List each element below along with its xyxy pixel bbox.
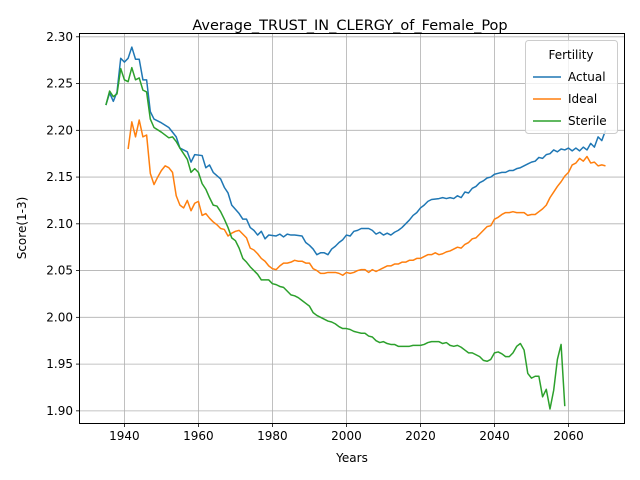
y-axis: 1.90 1.95 2.00 2.05 2.10 2.15 2.20 2.25 2.30: [46, 30, 80, 418]
grid: [80, 34, 624, 423]
x-tick-label: 1980: [257, 429, 288, 443]
legend-label-ideal: Ideal: [568, 92, 597, 106]
y-tick-label: 1.95: [46, 357, 73, 371]
chart-title: Average_TRUST_IN_CLERGY_of_Female_Pop: [192, 18, 507, 34]
y-tick-label: 2.15: [46, 170, 73, 184]
x-tick-label: 2040: [479, 429, 510, 443]
series-line-ideal: [127, 119, 606, 276]
legend: Fertility Actual Ideal Sterile: [525, 40, 618, 134]
y-tick-label: 2.10: [46, 217, 73, 231]
x-axis-label: Years: [335, 451, 368, 465]
y-tick-label: 2.20: [46, 123, 73, 137]
legend-label-sterile: Sterile: [568, 114, 607, 128]
series-line-sterile: [105, 66, 566, 410]
x-tick-label: 1940: [109, 429, 140, 443]
y-tick-label: 2.00: [46, 310, 73, 324]
legend-box: [525, 40, 618, 134]
y-tick-label: 2.05: [46, 264, 73, 278]
plot-lines: [105, 46, 607, 410]
legend-label-actual: Actual: [568, 70, 606, 84]
series-line-actual: [105, 46, 607, 256]
legend-title: Fertility: [548, 48, 593, 62]
x-tick-label: 1960: [183, 429, 214, 443]
x-tick-label: 2000: [331, 429, 362, 443]
x-tick-label: 2060: [553, 429, 584, 443]
y-axis-label: Score(1-3): [15, 197, 29, 260]
y-tick-label: 2.25: [46, 77, 73, 91]
legend-items: Actual Ideal Sterile: [533, 70, 607, 128]
y-tick-label: 2.30: [46, 30, 73, 44]
x-tick-label: 2020: [405, 429, 436, 443]
plot-frame: [79, 33, 625, 424]
y-tick-label: 1.90: [46, 404, 73, 418]
x-axis: 1940 1960 1980 2000 2020 2040 2060: [109, 423, 584, 443]
